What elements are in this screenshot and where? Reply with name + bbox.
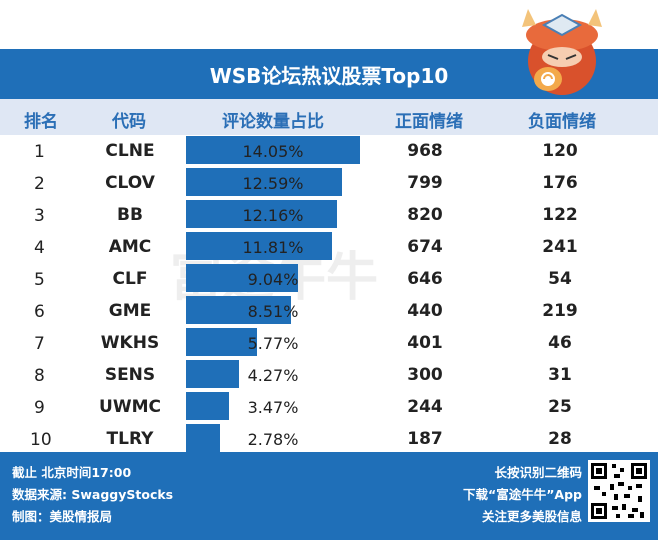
table-row: 1 CLNE 14.05% 968 120 [0, 135, 658, 167]
positive-cell: 968 [407, 141, 443, 161]
code-cell: CLNE [105, 141, 155, 161]
rank-cell: 4 [34, 238, 45, 258]
negative-cell: 54 [548, 269, 572, 289]
rank-cell: 2 [34, 174, 45, 194]
footer-promo: 长按识别二维码 下载“富途牛牛”App 关注更多美股信息 [463, 462, 582, 528]
table-row: 9 UWMC 3.47% 244 25 [0, 391, 658, 423]
negative-cell: 25 [548, 397, 572, 417]
code-cell: SENS [104, 365, 156, 385]
negative-cell: 120 [542, 141, 578, 161]
share-value: 9.04% [247, 270, 299, 289]
rank-cell: 10 [30, 430, 52, 450]
positive-cell: 244 [407, 397, 443, 417]
share-bar [186, 328, 258, 356]
positive-cell: 820 [407, 205, 443, 225]
share-value: 5.77% [247, 334, 299, 353]
rank-cell: 7 [34, 334, 45, 354]
mascot-bull-image [522, 9, 602, 95]
table-row: 3 BB 12.16% 820 122 [0, 199, 658, 231]
negative-cell: 31 [548, 365, 572, 385]
share-value: 12.59% [242, 174, 304, 193]
share-value: 4.27% [247, 366, 299, 385]
rank-cell: 3 [34, 206, 45, 226]
negative-cell: 46 [548, 333, 572, 353]
header-negative: 负面情绪 [528, 112, 596, 132]
code-cell: CLF [112, 269, 148, 289]
rank-cell: 5 [34, 270, 45, 290]
rank-cell: 1 [34, 142, 45, 162]
share-bar [186, 136, 360, 164]
table-header: 排名 代码 评论数量占比 正面情绪 负面情绪 [0, 99, 658, 135]
header-positive: 正面情绪 [395, 112, 463, 132]
share-value: 8.51% [247, 302, 299, 321]
header-rank: 排名 [24, 112, 58, 132]
positive-cell: 674 [407, 237, 443, 257]
footer-producer: 制图：美股情报局 [12, 509, 113, 524]
share-bar [186, 264, 298, 292]
footer-info: 截止 北京时间17:00 数据来源: SwaggyStocks 制图：美股情报局 [12, 462, 173, 528]
positive-cell: 799 [407, 173, 443, 193]
share-bar [186, 168, 342, 196]
qr-code-icon[interactable] [588, 460, 650, 522]
positive-cell: 300 [407, 365, 443, 385]
header-comment-share: 评论数量占比 [222, 112, 324, 132]
header-code: 代码 [112, 112, 146, 132]
share-bar [186, 200, 337, 228]
code-cell: CLOV [105, 173, 155, 193]
page-title: WSB论坛热议股票Top10 [209, 63, 449, 88]
table-row: 7 WKHS 5.77% 401 46 [0, 327, 658, 359]
share-value: 11.81% [242, 238, 304, 257]
code-cell: WKHS [100, 333, 160, 353]
positive-cell: 187 [407, 429, 443, 449]
share-bar [186, 424, 221, 452]
table-row: 2 CLOV 12.59% 799 176 [0, 167, 658, 199]
table-row: 8 SENS 4.27% 300 31 [0, 359, 658, 391]
code-cell: AMC [108, 237, 152, 257]
table-row: 4 AMC 11.81% 674 241 [0, 231, 658, 263]
share-bar [186, 360, 239, 388]
rank-cell: 8 [34, 366, 45, 386]
positive-cell: 440 [407, 301, 443, 321]
positive-cell: 401 [407, 333, 443, 353]
negative-cell: 241 [542, 237, 578, 257]
share-bar [186, 392, 229, 420]
footer-data-source: 数据来源: SwaggyStocks [12, 487, 174, 502]
footer-scan-qr: 长按识别二维码 [494, 465, 582, 480]
share-bar [186, 296, 292, 324]
footer-follow: 关注更多美股信息 [481, 509, 582, 524]
negative-cell: 219 [542, 301, 578, 321]
code-cell: UWMC [99, 397, 161, 417]
share-bar [186, 232, 333, 260]
table-row: 5 CLF 9.04% 646 54 [0, 263, 658, 295]
rank-cell: 9 [34, 398, 45, 418]
footer-cutoff-time: 截止 北京时间17:00 [12, 465, 132, 480]
share-value: 3.47% [247, 398, 299, 417]
footer: 截止 北京时间17:00 数据来源: SwaggyStocks 制图：美股情报局… [0, 452, 658, 540]
code-cell: TLRY [106, 429, 154, 449]
negative-cell: 28 [548, 429, 572, 449]
footer-download-app: 下载“富途牛牛”App [462, 487, 582, 502]
code-cell: GME [108, 301, 152, 321]
negative-cell: 176 [542, 173, 578, 193]
negative-cell: 122 [542, 205, 578, 225]
rank-cell: 6 [34, 302, 45, 322]
code-cell: BB [117, 205, 143, 225]
share-value: 14.05% [242, 142, 304, 161]
table-row: 10 TLRY 2.78% 187 28 [0, 423, 658, 455]
share-value: 12.16% [242, 206, 304, 225]
table-row: 6 GME 8.51% 440 219 [0, 295, 658, 327]
share-value: 2.78% [247, 430, 299, 449]
positive-cell: 646 [407, 269, 443, 289]
